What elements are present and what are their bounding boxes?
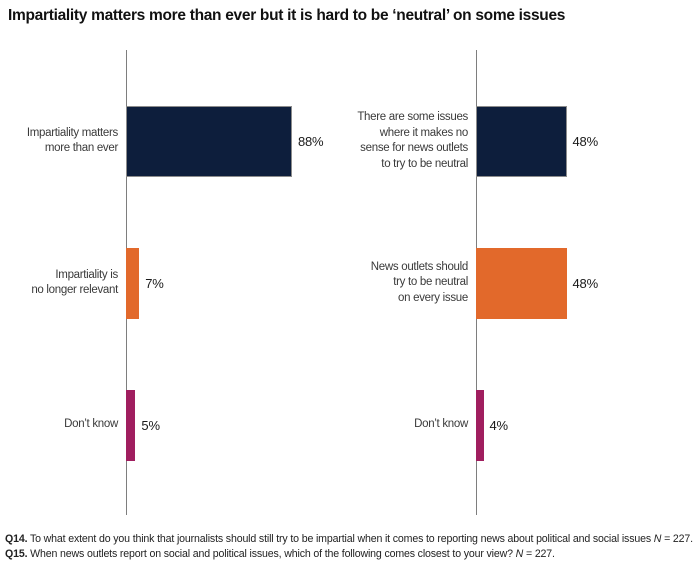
footnote-n-symbol: N bbox=[515, 547, 524, 560]
bar-value-label: 4% bbox=[489, 417, 509, 433]
bar-value-label: 48% bbox=[572, 275, 599, 291]
bar-rows: Impartiality matters more than ever 88% Im… bbox=[0, 70, 350, 496]
chart-panel-q14: Impartiality matters more than ever 88% Im… bbox=[0, 50, 350, 515]
footnote-n-symbol: N bbox=[653, 533, 662, 545]
bar bbox=[476, 105, 567, 177]
charts-container: Impartiality matters more than ever 88% Im… bbox=[0, 50, 700, 515]
bar-category-label: Don’t know bbox=[414, 418, 468, 431]
bar-value-label: 5% bbox=[141, 417, 160, 433]
chart-panel-q15: There are some issues where it makes no … bbox=[350, 50, 700, 515]
bar-area: 4% bbox=[476, 389, 700, 461]
footnote: Q14. To what extent do you think that jo… bbox=[5, 532, 696, 561]
bar-area: 48% bbox=[476, 247, 700, 319]
footnote-n-value: = 227. bbox=[664, 533, 693, 545]
bar-area: 88% bbox=[126, 105, 350, 177]
footnote-q14-label: Q14. bbox=[5, 533, 28, 545]
bar-value-label: 88% bbox=[297, 133, 324, 149]
footnote-n-value: = 227. bbox=[525, 547, 555, 560]
bar-category-label: Don’t know bbox=[64, 418, 118, 431]
bar bbox=[476, 247, 567, 319]
bar-rows: There are some issues where it makes no … bbox=[350, 70, 700, 496]
bar-category-label: Impartiality is no longer relevant bbox=[31, 268, 118, 297]
footnote-q14-text: To what extent do you think that journal… bbox=[29, 533, 651, 545]
chart-row: Impartiality is no longer relevant 7% bbox=[0, 212, 350, 354]
bar bbox=[126, 247, 140, 319]
bar-area: 5% bbox=[126, 389, 350, 461]
bar bbox=[126, 105, 292, 177]
bar-category-label: News outlets should try to be neutral on… bbox=[370, 260, 469, 304]
bar-value-label: 7% bbox=[145, 275, 164, 291]
bar-value-label: 48% bbox=[572, 133, 599, 149]
footnote-q15-label: Q15. bbox=[5, 547, 28, 560]
bar-area: 48% bbox=[476, 105, 700, 177]
bar-category-label: There are some issues where it makes no … bbox=[357, 111, 468, 170]
footnote-q15-text: When news outlets report on social and p… bbox=[30, 547, 513, 560]
bar bbox=[126, 389, 136, 461]
chart-row: Don’t know 5% bbox=[0, 354, 350, 496]
chart-row: Impartiality matters more than ever 88% bbox=[0, 70, 350, 212]
chart-row: There are some issues where it makes no … bbox=[350, 70, 700, 212]
chart-row: Don’t know 4% bbox=[350, 354, 700, 496]
bar-area: 7% bbox=[126, 247, 350, 319]
bar bbox=[476, 389, 484, 461]
chart-title: Impartiality matters more than ever but … bbox=[8, 7, 566, 24]
bar-category-label: Impartiality matters more than ever bbox=[26, 126, 118, 155]
chart-row: News outlets should try to be neutral on… bbox=[350, 212, 700, 354]
